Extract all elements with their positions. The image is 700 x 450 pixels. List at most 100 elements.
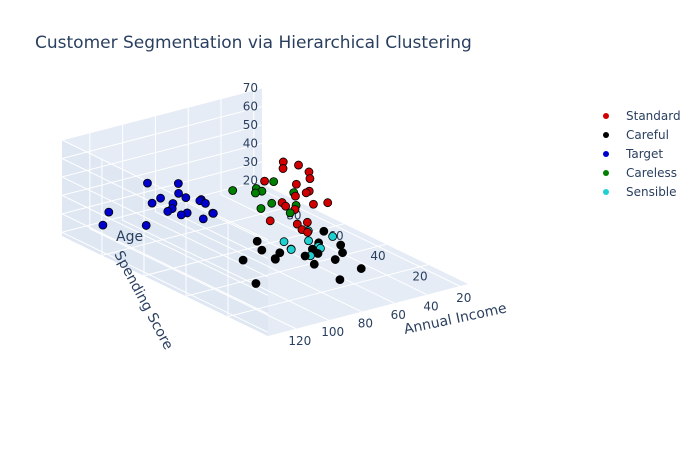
z-tick-label: 50 [243, 118, 258, 132]
legend-label: Target [626, 146, 664, 161]
z-grid-line [60, 105, 269, 259]
data-point-careful [251, 279, 261, 288]
data-point-sensible [328, 232, 338, 241]
data-point-target [156, 193, 165, 203]
x-grid-line [122, 124, 329, 321]
z-tick-label: 40 [243, 136, 258, 150]
legend-item-target[interactable]: Target [600, 144, 681, 163]
y-tick-label: 20 [412, 270, 427, 284]
data-point-sensible [279, 237, 289, 247]
data-point-standard [302, 217, 312, 227]
data-points [98, 157, 366, 288]
data-point-target [147, 198, 157, 208]
data-point-careful [338, 248, 347, 258]
data-point-careful [336, 240, 346, 250]
x-tick-label: 120 [288, 334, 311, 348]
data-point-target [176, 210, 186, 220]
legend-item-sensible[interactable]: Sensible [600, 182, 681, 201]
legend-item-standard[interactable]: Standard [600, 106, 681, 125]
z-tick-label: 70 [243, 81, 258, 95]
z-grid-line [60, 161, 269, 315]
data-point-sensible [286, 245, 296, 254]
x-grid-line [89, 132, 297, 330]
data-point-standard [281, 201, 291, 211]
data-point-target [98, 220, 108, 230]
y-grid-line [185, 200, 387, 297]
y-grid-line [143, 179, 345, 277]
data-point-careless [256, 204, 266, 213]
data-point-careful [275, 248, 285, 258]
legend-item-careful[interactable]: Careful [600, 125, 681, 144]
data-point-target [181, 193, 191, 202]
legend-item-careless[interactable]: Careless [600, 163, 681, 182]
data-point-target [163, 207, 173, 216]
data-point-careful [238, 255, 248, 265]
data-point-standard [309, 199, 318, 209]
side-pane [62, 140, 268, 336]
data-point-careful [330, 255, 340, 264]
data-point-careless [251, 188, 260, 198]
data-point-careful [270, 254, 280, 264]
data-point-standard [278, 164, 288, 173]
data-point-standard [305, 174, 315, 184]
data-point-careful [335, 275, 345, 285]
data-point-careful [313, 249, 323, 258]
data-point-careless [267, 198, 277, 208]
axis-panes [62, 88, 468, 336]
data-point-target [104, 207, 114, 217]
x-grid-line [187, 107, 395, 304]
legend-marker [603, 112, 609, 119]
data-point-careless [228, 186, 238, 195]
data-point-target [143, 178, 152, 188]
legend-label: Careful [626, 127, 669, 142]
data-point-standard [260, 176, 269, 186]
data-point-standard [323, 198, 333, 208]
y-grid-line [101, 159, 303, 257]
legend-label: Careless [626, 165, 678, 180]
legend-marker [603, 150, 609, 157]
legend-marker [603, 188, 609, 195]
x-tick-label: 100 [321, 325, 344, 339]
z-grid-line [60, 124, 269, 278]
x-axis-title: Annual Income [403, 301, 509, 338]
x-grid-line [154, 115, 362, 313]
data-point-standard [291, 179, 301, 189]
legend-label: Standard [626, 108, 681, 123]
y-grid-line [227, 220, 429, 318]
x-tick-label: 40 [423, 300, 438, 314]
z-tick-label: 60 [243, 99, 258, 113]
data-point-target [173, 179, 183, 188]
data-point-target [201, 198, 210, 208]
legend-label: Sensible [626, 184, 677, 199]
data-point-standard [291, 191, 300, 201]
data-point-careful [252, 236, 262, 246]
data-point-target [208, 208, 218, 218]
x-tick-label: 60 [391, 308, 406, 322]
legend-marker [603, 169, 609, 176]
data-point-target [174, 188, 183, 198]
data-point-careless [269, 177, 279, 186]
data-point-careless [285, 208, 295, 218]
chart-title: Customer Segmentation via Hierarchical C… [35, 33, 472, 53]
legend: Standard Careful Target Careless Sensibl… [600, 106, 681, 201]
data-point-standard [303, 227, 313, 237]
data-point-careful [356, 264, 366, 273]
z-grid-line [60, 87, 269, 241]
data-point-standard [265, 216, 275, 226]
data-point-standard [292, 219, 302, 229]
data-point-standard [301, 188, 311, 198]
z-axis-title: Age [116, 229, 143, 245]
tick-labels: 2040608010012020406080203040506070 [243, 81, 472, 348]
data-point-target [198, 214, 208, 224]
x-grid-line [220, 98, 428, 296]
x-tick-label: 20 [456, 291, 471, 305]
z-tick-label: 30 [243, 155, 258, 169]
data-point-careful [319, 226, 329, 236]
legend-marker [603, 131, 609, 138]
z-grid-line [60, 142, 269, 296]
data-point-careful [309, 259, 319, 269]
x-tick-label: 80 [358, 317, 373, 331]
data-point-standard [294, 160, 303, 170]
